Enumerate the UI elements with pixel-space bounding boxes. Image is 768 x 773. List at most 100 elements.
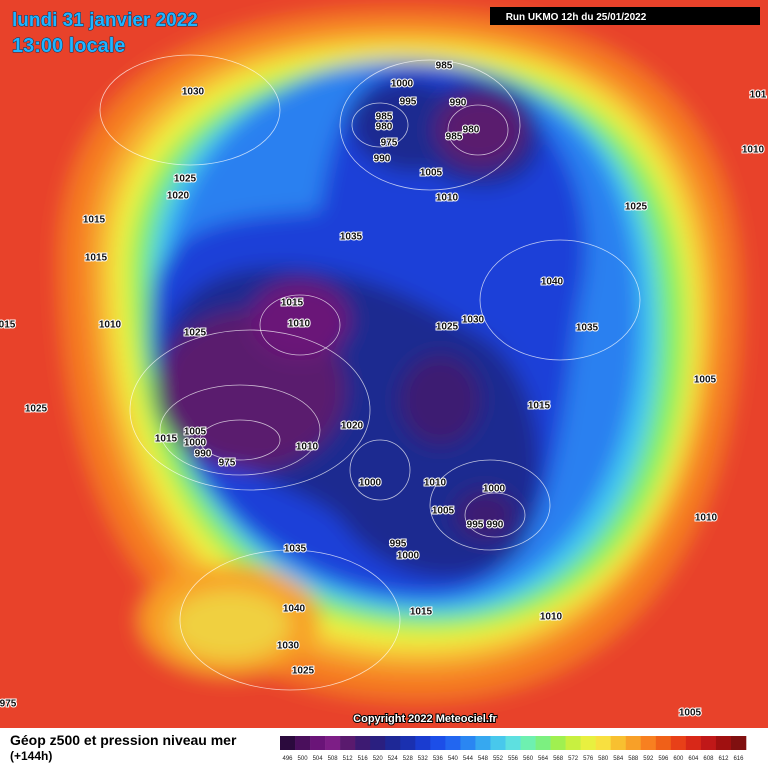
colorbar-label: 604 [688, 756, 699, 762]
colorbar-swatch [400, 736, 416, 750]
pressure-label: 1015 [410, 607, 433, 618]
colorbar-label: 592 [643, 756, 654, 762]
pressure-label: 1015 [528, 401, 551, 412]
pressure-label: 990 [374, 154, 391, 165]
pressure-label: 1020 [167, 191, 190, 202]
pressure-label: 990 [450, 98, 467, 109]
pressure-label: 101 [750, 90, 767, 101]
pressure-label: 985 [436, 61, 453, 72]
pressure-label: 1010 [540, 612, 563, 623]
colorbar-swatch [280, 736, 296, 750]
pressure-label: 1015 [155, 434, 178, 445]
pressure-label: 1030 [462, 315, 485, 326]
colorbar-swatch [625, 736, 642, 750]
colorbar-swatch [640, 736, 657, 750]
colorbar-swatch [655, 736, 672, 750]
colorbar-swatch [490, 736, 506, 750]
pressure-label: 980 [463, 125, 480, 136]
pressure-label: 1010 [99, 320, 122, 331]
colorbar-label: 524 [388, 756, 399, 762]
pressure-label: 1005 [420, 168, 443, 179]
pressure-label: 995 [467, 520, 484, 531]
colorbar-swatch [355, 736, 371, 750]
pressure-label: 1015 [281, 298, 304, 309]
colorbar-swatch [535, 736, 551, 750]
colorbar-label: 500 [298, 756, 309, 762]
pressure-label: 1035 [284, 544, 307, 555]
pressure-label: 1005 [432, 506, 455, 517]
colorbar-swatch [460, 736, 476, 750]
colorbar-label: 608 [703, 756, 714, 762]
colorbar-swatch [430, 736, 446, 750]
colorbar-swatch [595, 736, 612, 750]
pressure-label: 1010 [296, 442, 319, 453]
pressure-labels: 985 1000 995 990 985 980 980 985 975 990… [0, 60, 768, 720]
pressure-label: 995 [400, 97, 417, 108]
colorbar-swatch [715, 736, 732, 750]
colorbar-label: 584 [613, 756, 624, 762]
colorbar-swatch [325, 736, 341, 750]
colorbar-label: 596 [658, 756, 669, 762]
colorbar: 496 500 504 508 512 516 520 524 528 532 536 540 544 5… [280, 736, 747, 762]
pressure-label: 995 [390, 539, 407, 550]
pressure-label: 1015 [83, 215, 106, 226]
colorbar-label: 508 [328, 756, 339, 762]
pressure-label: 1010 [436, 193, 459, 204]
run-info: Run UKMO 12h du 25/01/2022 [506, 12, 647, 23]
time-title: 13:00 locale [12, 35, 125, 57]
pressure-label: 1010 [742, 145, 765, 156]
colorbar-swatch [565, 736, 581, 750]
colorbar-swatch [310, 736, 326, 750]
colorbar-swatch [445, 736, 461, 750]
pressure-label: 1025 [25, 404, 48, 415]
pressure-label: 1040 [283, 604, 306, 615]
pressure-label: 980 [376, 122, 393, 133]
colorbar-label: 588 [628, 756, 639, 762]
pressure-label: 1025 [184, 328, 207, 339]
pressure-label: 1015 [85, 253, 108, 264]
pressure-label: 975 [381, 138, 398, 149]
legend-title: Géop z500 et pression niveau mer [10, 732, 237, 748]
pressure-label: 990 [195, 449, 212, 460]
colorbar-label: 504 [313, 756, 324, 762]
pressure-label: 1005 [694, 375, 717, 386]
pressure-label: 015 [0, 320, 16, 331]
colorbar-swatch [670, 736, 687, 750]
pressure-label: 985 [376, 112, 393, 123]
pressure-label: 1035 [576, 323, 599, 334]
pressure-label: 1010 [424, 478, 447, 489]
pressure-label: 1030 [182, 87, 205, 98]
pressure-label: 1000 [359, 478, 382, 489]
pressure-label: 1010 [288, 319, 311, 330]
copyright: Copyright 2022 Meteociel.fr [353, 713, 497, 725]
colorbar-swatch [520, 736, 536, 750]
pressure-label: 1010 [695, 513, 718, 524]
colorbar-label: 544 [463, 756, 474, 762]
colorbar-label: 564 [538, 756, 549, 762]
pressure-label: 1000 [184, 438, 207, 449]
isobars [99, 54, 641, 691]
colorbar-label: 512 [343, 756, 354, 762]
colorbar-label: 540 [448, 756, 459, 762]
colorbar-swatch [385, 736, 401, 750]
colorbar-swatch [370, 736, 386, 750]
pressure-label: 985 [446, 132, 463, 143]
pressure-label: 1025 [436, 322, 459, 333]
colorbar-label: 548 [478, 756, 489, 762]
colorbar-swatch [550, 736, 566, 750]
colorbar-label: 600 [673, 756, 684, 762]
colorbar-swatch [475, 736, 491, 750]
pressure-label: 990 [487, 520, 504, 531]
pressure-label: 1025 [292, 666, 315, 677]
pressure-label: 1040 [541, 277, 564, 288]
colorbar-swatch [415, 736, 431, 750]
colorbar-label: 576 [583, 756, 594, 762]
colorbar-label: 532 [418, 756, 429, 762]
colorbar-label: 516 [358, 756, 369, 762]
pressure-label: 1000 [391, 79, 414, 90]
colorbar-swatch [730, 736, 747, 750]
date-title: lundi 31 janvier 2022 [12, 10, 198, 31]
colorbar-swatch [295, 736, 311, 750]
